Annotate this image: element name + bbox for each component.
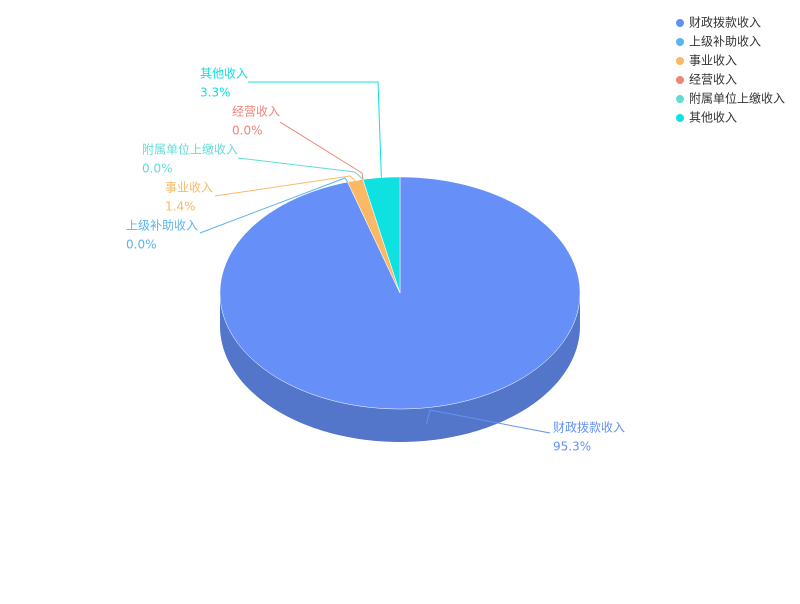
leader-line	[237, 157, 364, 180]
legend-marker	[676, 38, 684, 46]
legend-label: 财政拨款收入	[689, 16, 761, 30]
slice-value-label: 3.3%	[200, 86, 231, 100]
slice-label: 附属单位上缴收入	[142, 142, 238, 157]
legend-marker	[676, 57, 684, 65]
slice-label: 财政拨款收入	[553, 421, 625, 435]
slice-label: 其他收入	[200, 67, 248, 81]
legend-label: 上级补助收入	[689, 35, 761, 49]
legend-label: 其他收入	[689, 111, 737, 125]
slice-side	[220, 293, 580, 442]
leader-line	[425, 409, 551, 434]
slice	[362, 176, 401, 294]
legend-marker	[676, 19, 684, 27]
slice-value-label: 1.4%	[165, 200, 196, 214]
legend-label: 事业收入	[689, 54, 737, 68]
slice-label: 上级补助收入	[126, 219, 198, 233]
legend-marker	[676, 76, 684, 84]
leader-line	[214, 175, 356, 197]
legend-marker	[676, 95, 684, 103]
legend-label: 经营收入	[689, 73, 737, 87]
slice-value-label: 0.0%	[126, 238, 157, 252]
slice-value-label: 0.0%	[142, 162, 173, 176]
legend-marker	[676, 114, 684, 122]
leader-line	[248, 81, 382, 178]
slice-label: 经营收入	[232, 105, 280, 119]
slice-label: 事业收入	[165, 181, 213, 195]
leader-line	[279, 121, 364, 180]
slice-value-label: 95.3%	[553, 440, 591, 454]
slice-value-label: 0.0%	[232, 124, 263, 138]
leader-line	[199, 177, 349, 234]
legend-label: 附属单位上缴收入	[689, 91, 785, 106]
